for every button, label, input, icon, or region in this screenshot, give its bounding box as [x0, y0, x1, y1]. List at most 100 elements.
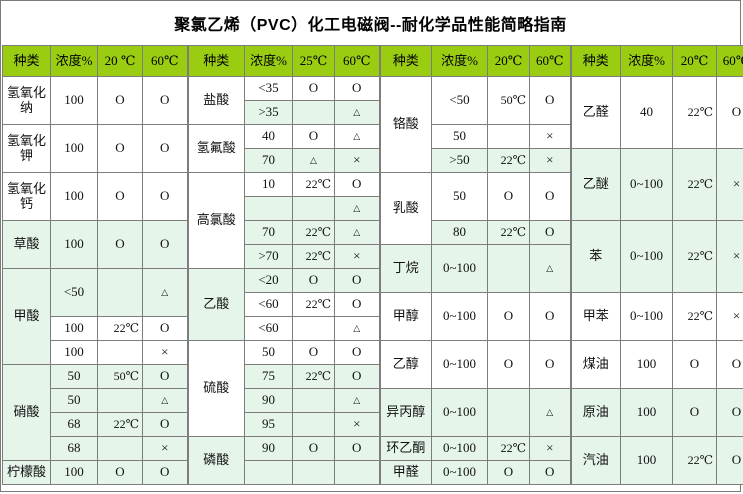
temperature-note: 22℃: [672, 292, 717, 341]
table-row: 68 22℃ O 95 ×: [3, 412, 743, 437]
concentration-cell: 100: [50, 460, 98, 485]
rating-60c: O: [716, 76, 743, 149]
concentration-cell: 0~100: [431, 244, 488, 293]
species-name: 乙酸: [186, 268, 245, 341]
species-name: 高氯酸: [186, 172, 245, 269]
rating-20c: [97, 340, 143, 365]
species-name: 甲苯: [569, 292, 621, 341]
rating-60c: O: [529, 340, 571, 389]
species-name: 乙醚: [569, 148, 621, 221]
concentration-cell: 0~100: [431, 436, 488, 461]
table-body: 氢氧化纳 100 O O 盐酸 <35 O O 铬酸 <50 50℃ O 乙醛 40 22℃ O >35 △ 氢氧化…: [2, 76, 743, 485]
rating-60c: ×: [716, 292, 743, 341]
table-row: 100 × 硫酸 50 O O 乙醇 0~100 O O 煤油 100 O O: [3, 340, 743, 437]
header-g1-kind: 种类: [2, 45, 51, 77]
rating-20c: [487, 388, 530, 437]
rating-60c: △: [334, 220, 380, 245]
concentration-cell: 100: [50, 340, 98, 365]
rating-60c: △: [529, 244, 571, 293]
concentration-cell: <60: [244, 292, 293, 317]
rating-60c: △: [529, 388, 571, 437]
temperature-note: 22℃: [97, 316, 143, 341]
rating-60c: O: [142, 364, 188, 389]
temperature-note: 22℃: [487, 148, 530, 173]
concentration-cell: 50: [431, 124, 488, 149]
concentration-cell: 100: [620, 340, 673, 389]
header-g1-60c: 60℃: [142, 45, 188, 77]
concentration-cell: 40: [620, 76, 673, 149]
species-name: 柠檬酸: [2, 460, 51, 485]
concentration-cell: 100: [50, 172, 98, 221]
rating-60c: O: [334, 292, 380, 317]
rating-20c: [292, 100, 335, 125]
table-row: 氢氧化钙 100 O O 高氯酸 10 22℃ O 乳酸 50 O O: [2, 172, 743, 269]
rating-60c: ×: [334, 412, 380, 437]
rating-60c: O: [142, 412, 188, 437]
concentration-cell: 0~100: [431, 388, 488, 437]
species-name: 甲醇: [378, 292, 432, 341]
header-g1-20c: 20 ℃: [97, 45, 143, 77]
temperature-note: 22℃: [292, 220, 335, 245]
rating-60c: O: [142, 316, 188, 341]
temperature-note: 22℃: [672, 148, 717, 221]
header-g4-conc: 浓度%: [620, 45, 673, 77]
rating-60c: ×: [142, 436, 188, 461]
rating-60c: △: [334, 196, 380, 221]
header-g3-20c: 20℃: [487, 45, 530, 77]
temperature-note: 22℃: [672, 220, 717, 293]
concentration-cell: 90: [244, 388, 293, 413]
rating-20c: O: [97, 460, 143, 485]
rating-60c: O: [334, 340, 380, 365]
rating-20c: O: [487, 292, 530, 341]
rating-20c: O: [292, 268, 335, 293]
table-header-row: 种类 浓度% 20 ℃ 60℃ 种类 浓度% 25℃ 60℃ 种类 浓度% 20…: [2, 45, 743, 77]
rating-20c: [487, 124, 530, 149]
rating-60c: ×: [716, 148, 743, 221]
rating-20c: O: [97, 220, 143, 269]
rating-20c: O: [672, 388, 717, 437]
table-row: >35 △: [3, 100, 743, 125]
table-row: 硝酸 50 50℃ O 75 22℃ O: [2, 364, 743, 461]
species-name: 丁烷: [378, 244, 432, 293]
rating-20c: [292, 412, 335, 437]
table-row: 100 22℃ O <60 △: [3, 316, 743, 341]
rating-60c: O: [334, 268, 380, 293]
concentration-cell: 75: [244, 364, 293, 389]
temperature-note: 50℃: [97, 364, 143, 389]
rating-60c: ×: [529, 148, 571, 173]
rating-20c: [292, 196, 335, 221]
concentration-cell: 0~100: [431, 340, 488, 389]
concentration-cell: 100: [620, 388, 673, 437]
concentration-cell: 68: [50, 412, 98, 437]
rating-60c: O: [529, 76, 571, 125]
header-g3-conc: 浓度%: [431, 45, 488, 77]
header-g4-20c: 20℃: [672, 45, 717, 77]
species-name: 铬酸: [378, 76, 432, 173]
rating-20c: O: [292, 76, 335, 101]
header-g3-60c: 60℃: [529, 45, 571, 77]
concentration-cell: 100: [50, 76, 98, 125]
temperature-note: 22℃: [97, 412, 143, 437]
table-row: >70 22℃ × 丁烷 0~100 △: [3, 244, 743, 293]
table-row: 氢氧化钾 100 O O 氢氟酸 40 O △ 50 ×: [2, 124, 743, 173]
species-name: 乳酸: [378, 172, 432, 245]
species-name: 磷酸: [186, 436, 245, 485]
concentration-cell: 100: [50, 124, 98, 173]
concentration-cell: >70: [244, 244, 293, 269]
rating-20c: [292, 460, 335, 485]
header-g4-kind: 种类: [569, 45, 621, 77]
species-name: 异丙醇: [378, 388, 432, 437]
concentration-cell: 50: [244, 340, 293, 365]
table-row: 70 △ × >50 22℃ × 乙醚 0~100 22℃ ×: [3, 148, 743, 221]
rating-60c: ×: [334, 244, 380, 269]
species-name: 环乙酮: [378, 436, 432, 461]
concentration-cell: 70: [244, 220, 293, 245]
rating-60c: O: [142, 220, 188, 269]
header-g3-kind: 种类: [378, 45, 432, 77]
rating-60c: O: [142, 460, 188, 485]
species-name: 氢氧化钾: [2, 124, 51, 173]
concentration-cell: 50: [50, 364, 98, 389]
rating-20c: [487, 244, 530, 293]
chemical-resistance-table: 种类 浓度% 20 ℃ 60℃ 种类 浓度% 25℃ 60℃ 种类 浓度% 20…: [2, 45, 743, 485]
